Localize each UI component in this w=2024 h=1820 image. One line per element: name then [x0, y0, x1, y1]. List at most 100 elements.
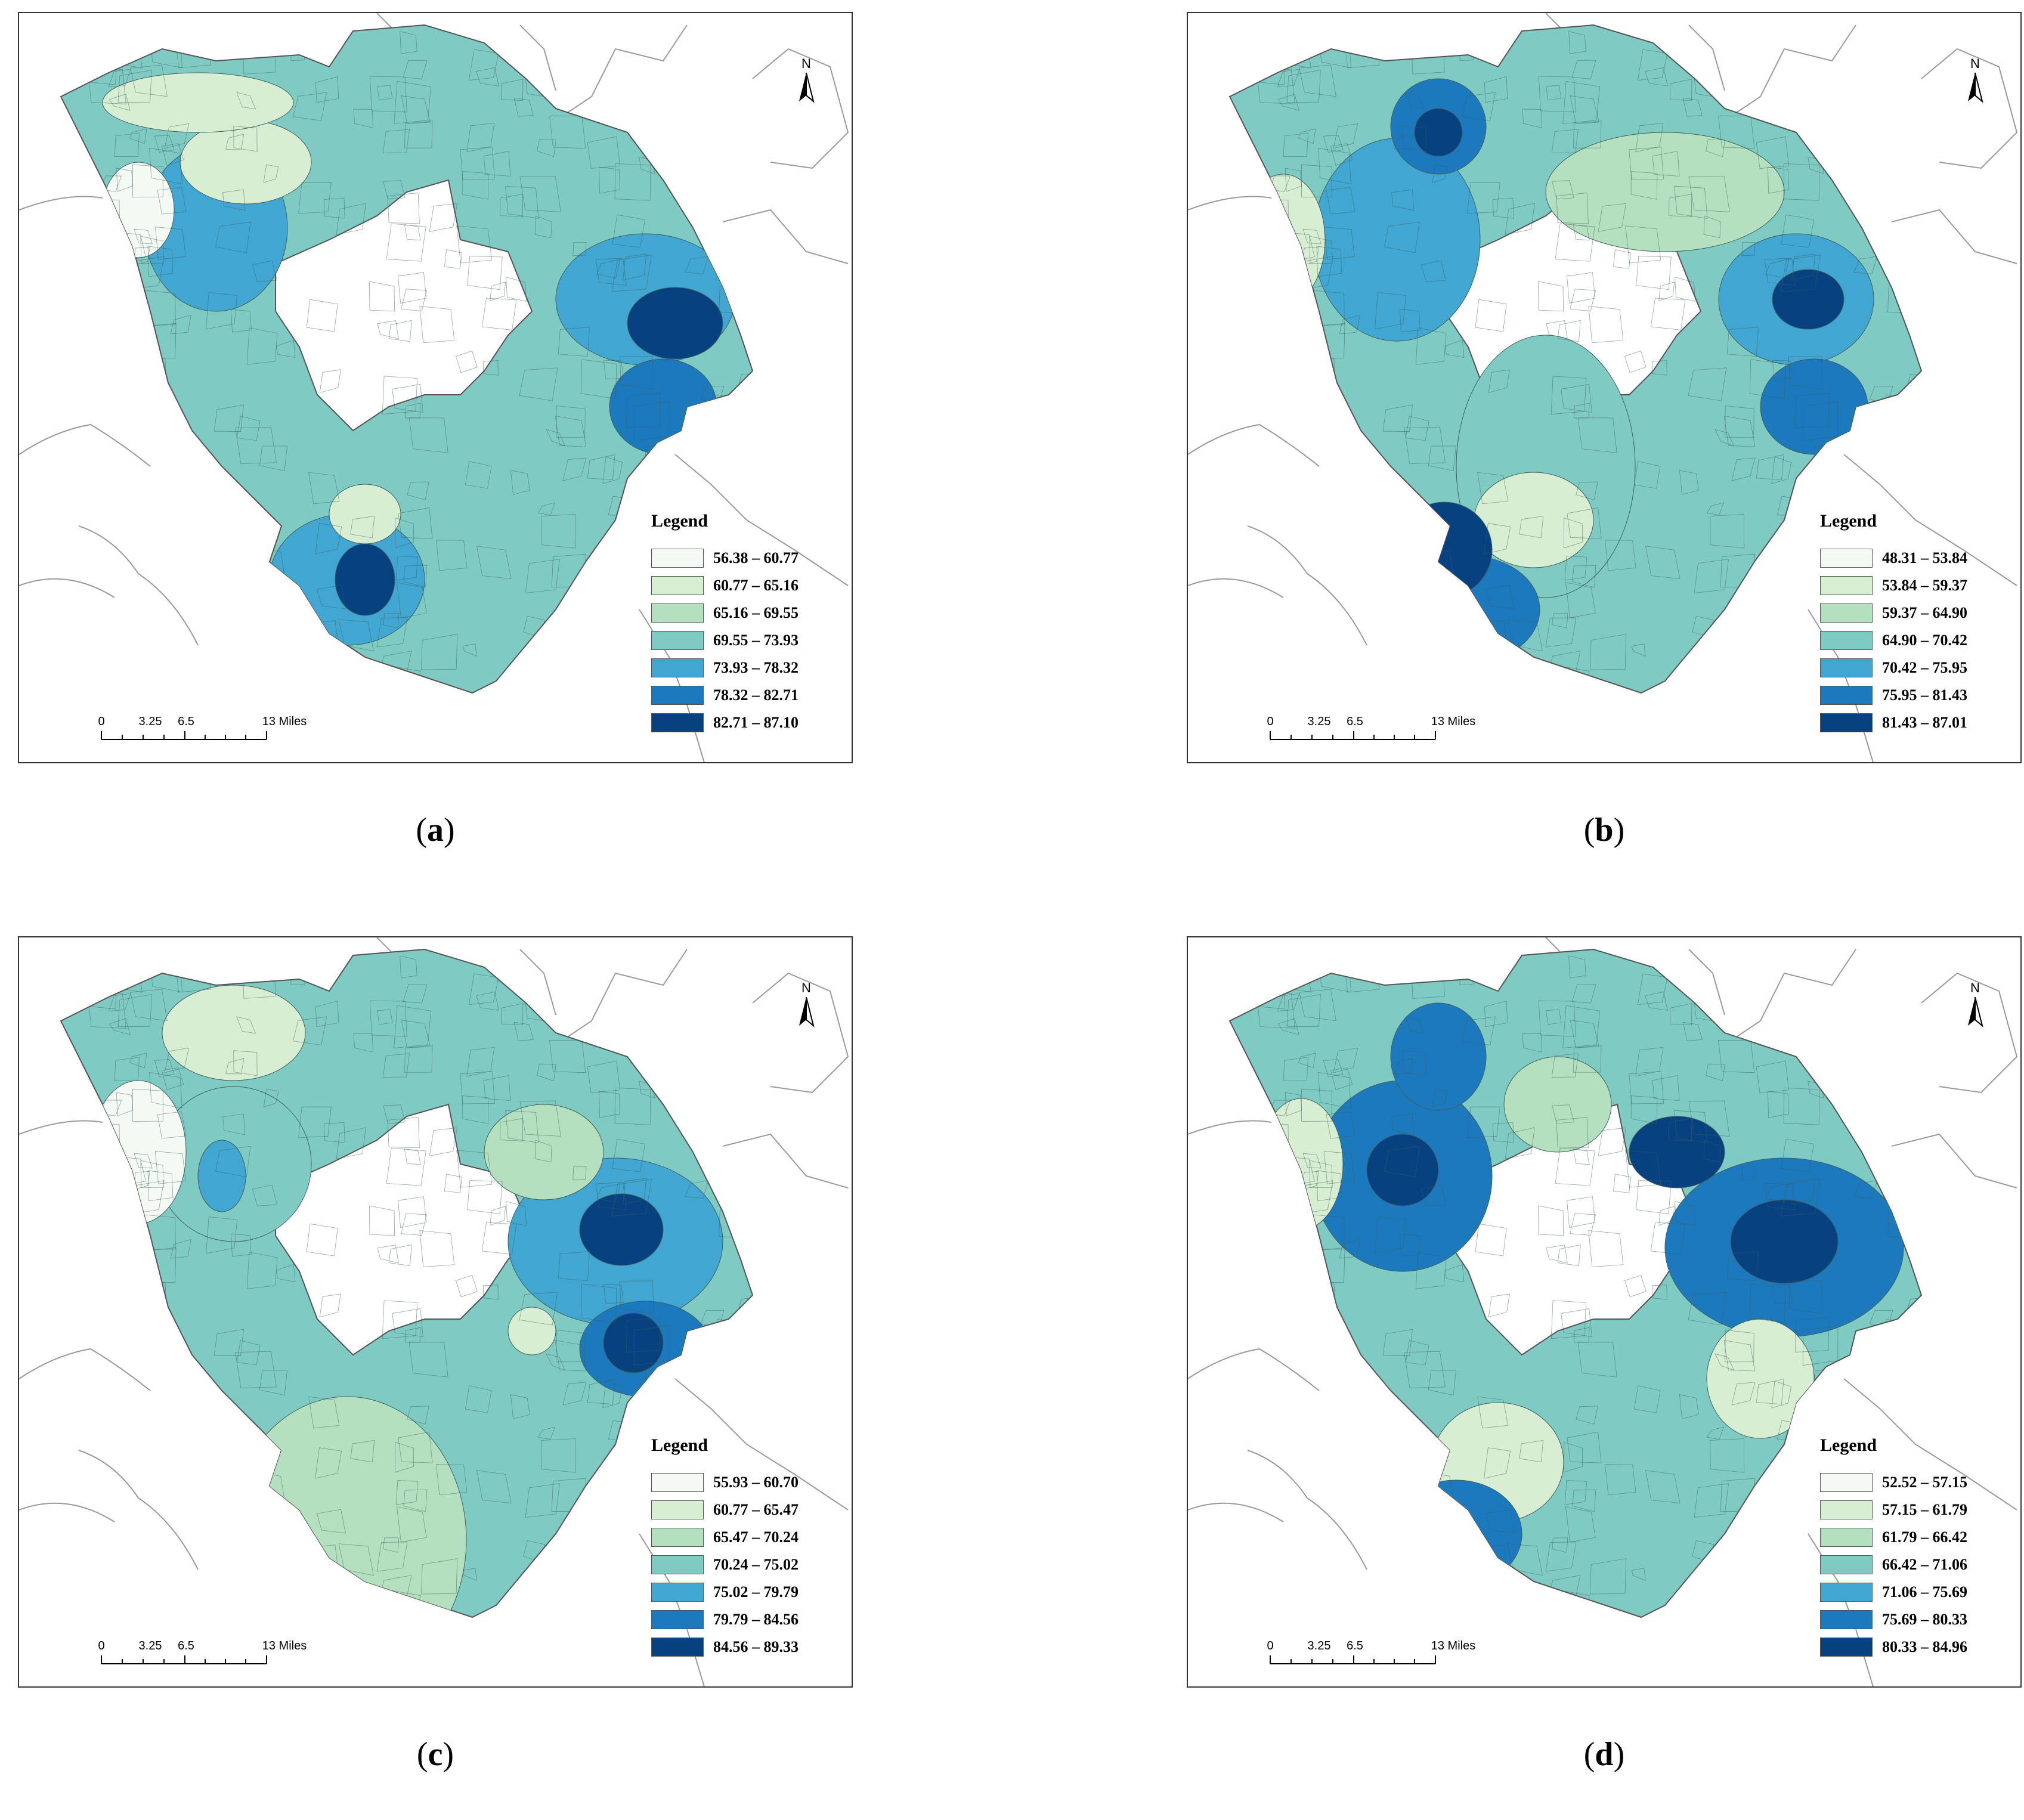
neighbor-boundary	[19, 1348, 151, 1391]
region-cluster	[1503, 1056, 1612, 1153]
region-cluster	[1629, 1116, 1725, 1188]
scale-bar: 0 3.25 6.5 13 Miles	[1265, 711, 1480, 753]
map-frame: N Legend 48.31 – 53.84 53.84 – 59.37 59.37…	[1187, 12, 2022, 763]
neighbor-boundary	[1247, 525, 1367, 646]
neighbor-boundary	[1688, 949, 1725, 1016]
legend-items: 56.38 – 60.77 60.77 – 65.16 65.16 – 69.55 6…	[651, 544, 848, 736]
legend-item: 69.55 – 73.93	[651, 627, 848, 654]
neighbor-boundary	[19, 423, 151, 467]
scale-tick-1: 3.25	[1308, 715, 1331, 728]
legend-swatch	[1820, 1528, 1873, 1547]
region-cluster	[1545, 132, 1785, 252]
legend-swatch	[651, 686, 704, 705]
legend-swatch	[651, 1583, 704, 1602]
neighbor-boundary	[19, 1502, 115, 1522]
legend-item: 75.95 – 81.43	[1820, 682, 2017, 709]
legend-item: 66.42 – 71.06	[1820, 1551, 2017, 1578]
map-panel-c: N Legend 55.93 – 60.70 60.77 – 65.47 65.47…	[18, 936, 972, 1773]
scale-tick-2: 6.5	[1347, 1639, 1363, 1652]
legend-item: 60.77 – 65.16	[651, 572, 848, 599]
region-cluster	[1396, 502, 1493, 598]
legend-item: 70.24 – 75.02	[651, 1551, 848, 1578]
legend-label: 75.02 – 79.79	[713, 1583, 799, 1601]
region-cluster	[1730, 1199, 1839, 1284]
legend-swatch	[651, 713, 704, 732]
region-cluster	[335, 543, 395, 616]
legend-item: 75.69 – 80.33	[1820, 1606, 2017, 1633]
legend-label: 60.77 – 65.47	[713, 1501, 799, 1518]
legend-item: 52.52 – 57.15	[1820, 1469, 2017, 1496]
legend-swatch	[1820, 549, 1873, 568]
region-cluster	[1366, 1134, 1439, 1206]
region-cluster	[484, 1104, 604, 1200]
legend-label: 82.71 – 87.10	[713, 714, 799, 731]
legend-swatch	[651, 1528, 704, 1547]
region-cluster	[102, 162, 175, 258]
legend-label: 57.15 – 61.79	[1882, 1501, 1967, 1518]
region-cluster	[1772, 269, 1844, 330]
neighbor-boundary	[78, 1450, 199, 1570]
region-cluster	[1390, 1479, 1522, 1588]
north-label: N	[801, 56, 811, 71]
north-arrow: N	[788, 979, 824, 1033]
choropleth-map	[1188, 13, 2018, 762]
neighbor-boundary	[19, 196, 103, 211]
legend-title: Legend	[651, 511, 708, 531]
legend-label: 81.43 – 87.01	[1882, 714, 1967, 731]
neighbor-boundary	[1921, 48, 2018, 169]
legend-item: 65.16 – 69.55	[651, 599, 848, 627]
legend-item: 57.15 – 61.79	[1820, 1496, 2017, 1524]
legend-items: 52.52 – 57.15 57.15 – 61.79 61.79 – 66.42 6…	[1820, 1469, 2017, 1661]
legend-title: Legend	[651, 1435, 708, 1455]
north-label: N	[1970, 56, 1980, 71]
legend-item: 80.33 – 84.96	[1820, 1633, 2017, 1661]
legend-item: 84.56 – 89.33	[651, 1633, 848, 1661]
region-cluster	[507, 1307, 556, 1355]
legend-items: 55.93 – 60.70 60.77 – 65.47 65.47 – 70.24 7…	[651, 1469, 848, 1661]
legend-title: Legend	[1820, 511, 1877, 531]
region-cluster	[1760, 358, 1868, 455]
region-cluster	[1390, 1002, 1487, 1111]
legend-label: 78.32 – 82.71	[713, 686, 799, 704]
legend-label: 75.69 – 80.33	[1882, 1611, 1967, 1628]
legend-swatch	[1820, 603, 1873, 623]
neighbor-boundary	[1688, 24, 1725, 91]
legend-item: 64.90 – 70.42	[1820, 627, 2017, 654]
legend-item: 60.77 – 65.47	[651, 1496, 848, 1524]
legend-swatch	[651, 576, 704, 595]
scale-bar: 0 3.25 6.5 13 Miles	[97, 1635, 311, 1677]
neighbor-boundary	[555, 24, 688, 121]
legend-label: 53.84 – 59.37	[1882, 577, 1967, 594]
neighbor-boundary	[674, 1378, 849, 1511]
north-label: N	[1970, 980, 1980, 995]
legend-swatch	[1820, 576, 1873, 595]
legend-item: 61.79 – 66.42	[1820, 1524, 2017, 1551]
region-cluster	[1414, 108, 1463, 157]
region-cluster	[627, 287, 723, 360]
region-cluster	[1259, 1098, 1344, 1230]
map-panel-d: N Legend 52.52 – 57.15 57.15 – 61.79 61.79…	[1187, 936, 2024, 1773]
neighbor-boundary	[555, 949, 688, 1045]
legend-label: 59.37 – 64.90	[1882, 604, 1967, 621]
neighbor-boundary	[1188, 1502, 1284, 1522]
legend-item: 78.32 – 82.71	[651, 682, 848, 709]
region-cluster	[180, 120, 312, 205]
north-label: N	[801, 980, 811, 995]
legend-item: 65.47 – 70.24	[651, 1524, 848, 1551]
legend-label: 73.93 – 78.32	[713, 659, 799, 676]
legend-swatch	[651, 658, 704, 677]
legend-item: 48.31 – 53.84	[1820, 544, 2017, 572]
neighbor-boundary	[78, 525, 199, 646]
scale-tick-0: 0	[98, 715, 104, 728]
legend-item: 70.42 – 75.95	[1820, 654, 2017, 682]
legend-swatch	[1820, 1583, 1873, 1602]
scale-tick-0: 0	[98, 1639, 104, 1652]
panel-caption: (a)	[416, 812, 455, 849]
neighbor-boundary	[1843, 454, 2017, 586]
choropleth-map	[19, 937, 849, 1686]
legend-label: 56.38 – 60.77	[713, 549, 799, 567]
legend-swatch	[1820, 631, 1873, 650]
legend-item: 82.71 – 87.10	[651, 709, 848, 736]
panel-caption: (c)	[416, 1736, 454, 1773]
region-cluster	[102, 72, 294, 133]
